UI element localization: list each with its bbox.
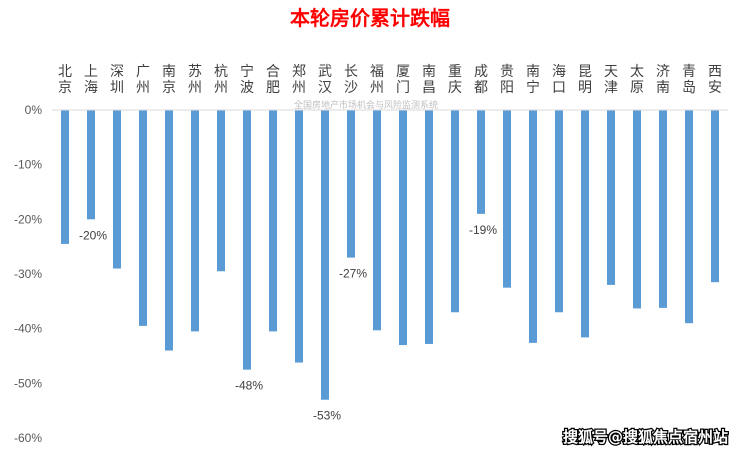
bar (633, 110, 641, 309)
y-tick-label: -30% (14, 267, 42, 281)
category-label: 贵阳 (500, 64, 514, 96)
y-tick-label: 0% (25, 103, 43, 117)
y-tick-label: -60% (14, 431, 42, 445)
category-label: 合肥 (266, 64, 280, 96)
bar (139, 110, 147, 326)
y-tick-label: -50% (14, 376, 42, 390)
bar (529, 110, 537, 343)
bar (87, 110, 95, 220)
data-label: -48% (235, 379, 263, 393)
y-tick-label: -10% (14, 158, 42, 172)
bar (243, 110, 251, 370)
category-label: 厦门 (396, 64, 410, 96)
y-tick-label: -20% (14, 212, 42, 226)
category-label: 杭州 (214, 64, 228, 96)
bar (555, 110, 563, 313)
category-label: 宁波 (240, 63, 254, 96)
category-label: 苏州 (188, 64, 202, 96)
y-axis-tick-labels: 0% -10% -20% -30% -40% -50% -60% (14, 103, 42, 445)
category-label: 天津 (604, 64, 618, 96)
bar (165, 110, 173, 351)
bar (399, 110, 407, 346)
footer-credit: 搜狐号@搜狐焦点宿州站 (563, 428, 728, 446)
category-label: 成都 (474, 64, 488, 96)
category-label: 南宁 (526, 64, 540, 96)
bar (61, 110, 69, 244)
bar (477, 110, 485, 214)
bar (113, 110, 121, 269)
bar (685, 110, 693, 324)
bar (659, 110, 667, 308)
data-labels: -20% -48% -53% -27% -19% (79, 223, 497, 423)
bar (425, 110, 433, 344)
bar (607, 110, 615, 285)
bar (321, 110, 329, 400)
category-label: 西安 (708, 64, 722, 96)
bar (373, 110, 381, 331)
data-label: -53% (313, 409, 341, 423)
bar-series (61, 110, 719, 400)
category-label: 青岛 (682, 64, 696, 96)
chart-subtitle: 全国房地产市场机会与风险监测系统 (294, 99, 438, 111)
y-tick-label: -40% (14, 322, 42, 336)
bar (711, 110, 719, 283)
category-label: 昆明 (578, 64, 592, 96)
bar (269, 110, 277, 332)
bar (503, 110, 511, 288)
category-labels: 北京上海深圳广州南京苏州杭州宁波合肥郑州武汉长沙福州厦门南昌重庆成都贵阳南宁海口… (58, 63, 722, 96)
data-label: -27% (339, 267, 367, 281)
category-label: 武汉 (318, 64, 332, 96)
bar (451, 110, 459, 313)
category-label: 郑州 (292, 64, 306, 96)
category-label: 海口 (552, 64, 566, 96)
data-label: -20% (79, 228, 107, 242)
category-label: 太原 (630, 64, 644, 96)
category-label: 福州 (370, 64, 384, 96)
category-label: 重庆 (448, 64, 462, 96)
chart-title: 本轮房价累计跌幅 (290, 6, 450, 30)
category-label: 广州 (136, 64, 150, 96)
bar (347, 110, 355, 258)
category-label: 南京 (162, 64, 176, 96)
bar (191, 110, 199, 332)
data-label: -19% (469, 223, 497, 237)
bar (295, 110, 303, 363)
category-label: 上海 (84, 64, 98, 96)
category-label: 深圳 (110, 64, 124, 96)
category-label: 济南 (656, 64, 670, 96)
category-label: 北京 (58, 64, 72, 96)
bar (581, 110, 589, 338)
bar (217, 110, 225, 272)
category-label: 南昌 (422, 64, 436, 96)
category-label: 长沙 (344, 64, 358, 96)
